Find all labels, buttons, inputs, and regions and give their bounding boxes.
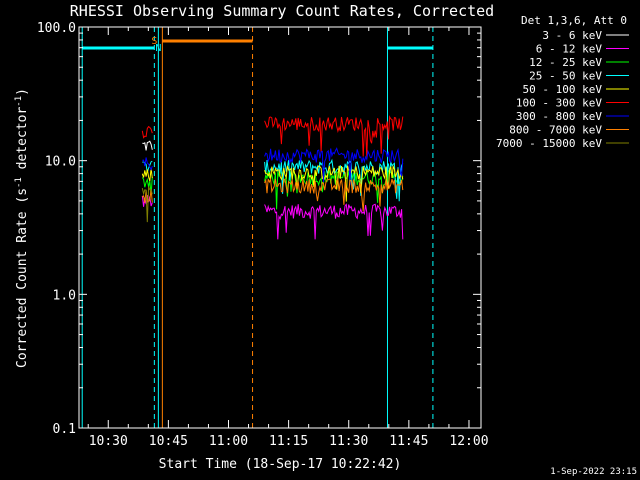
saa-label: S [151, 36, 157, 47]
x-tick-label: 11:45 [389, 434, 428, 449]
x-axis-label: Start Time (18-Sep-17 10:22:42) [159, 457, 402, 472]
y-axis-label-sup: -1 [14, 96, 24, 107]
y-axis-label: Corrected Count Rate (s-1 detector-1) [14, 88, 30, 368]
plot-frame [78, 26, 482, 429]
legend-entry-label: 7000 - 15000 keV [496, 137, 602, 150]
series-layer [141, 115, 404, 240]
x-tick-label: 11:00 [209, 434, 248, 449]
series-line [264, 147, 404, 186]
legend-entry-label: 300 - 800 keV [516, 110, 602, 123]
legend-entry-label: 50 - 100 keV [523, 83, 603, 96]
legend-title: Det 1,3,6, Att 0 [521, 14, 627, 27]
series-line [264, 164, 404, 202]
y-axis-label-part: Corrected Count Rate (s [15, 188, 30, 368]
x-tick-label: 12:00 [449, 434, 488, 449]
y-tick-label: 0.1 [53, 422, 76, 437]
series-line [264, 115, 404, 158]
series-line [142, 157, 153, 171]
x-tick-label: 10:30 [89, 434, 128, 449]
chart-title: RHESSI Observing Summary Count Rates, Co… [70, 2, 494, 20]
x-tick-label: 10:45 [149, 434, 188, 449]
series-line [141, 186, 153, 223]
legend-entry-label: 100 - 300 keV [516, 97, 602, 110]
y-tick-label: 1.0 [53, 288, 76, 303]
series-line [264, 203, 404, 240]
series-line [264, 169, 404, 210]
legend-entry-label: 6 - 12 keV [536, 43, 603, 56]
x-tick-label: 11:30 [329, 434, 368, 449]
series-line [141, 125, 153, 139]
legend-entry-label: 12 - 25 keV [529, 56, 602, 69]
series-line [142, 140, 153, 151]
series-line [264, 177, 404, 212]
y-tick-label: 100.0 [37, 21, 76, 36]
legend-entry-label: 25 - 50 keV [529, 70, 602, 83]
legend-entry-label: 3 - 6 keV [542, 29, 602, 42]
y-axis-label-part: detector [15, 107, 30, 178]
series-line [141, 168, 153, 182]
legend-entry-label: 800 - 7000 keV [509, 124, 602, 137]
y-tick-label: 10.0 [45, 155, 76, 170]
axes-layer: 0.1 1.0 10.0 100.0 10:30 10:45 11:00 11:15 11:30… [37, 21, 489, 449]
y-axis-label-part: ) [15, 88, 30, 96]
marker-layer: SN [81, 27, 434, 428]
series-line [141, 195, 153, 207]
series-line [141, 188, 153, 203]
y-axis-label-sup: -1 [14, 177, 24, 188]
night-label: N [155, 43, 161, 54]
footer-timestamp: 1-Sep-2022 23:15 [550, 467, 637, 477]
x-tick-label: 11:15 [269, 434, 308, 449]
